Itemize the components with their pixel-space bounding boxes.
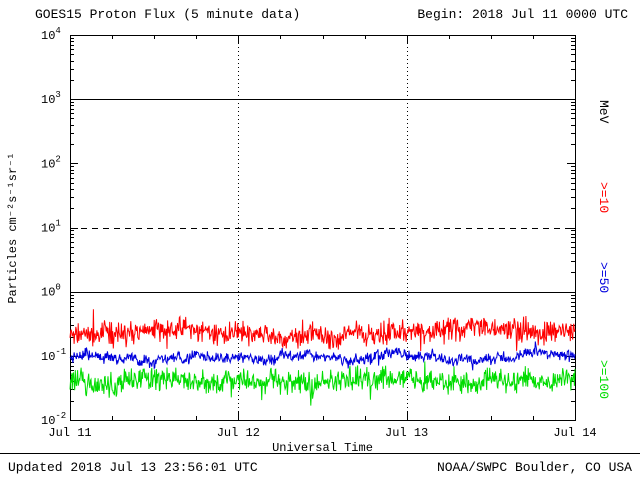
x-axis-label: Universal Time — [272, 441, 373, 455]
series-line-50 — [69, 341, 576, 371]
proton-flux-plot: 10-2 10-1 100 101 102 103 104 Jul 11 Jul 12 Jul 1… — [41, 26, 597, 440]
x-tick-label: Jul 11 — [48, 426, 91, 440]
source-attribution: NOAA/SWPC Boulder, CO USA — [436, 460, 632, 475]
y-axis-label: Particles cm⁻²s⁻¹sr⁻¹ — [6, 152, 20, 304]
legend-item-ge10: >=10 — [596, 182, 611, 214]
x-tick-label: Jul 12 — [217, 426, 260, 440]
footer-bar: Updated 2018 Jul 13 23:56:01 UTC NOAA/SW… — [0, 453, 640, 480]
begin-time-label: Begin: 2018 Jul 11 0000 UTC — [417, 7, 628, 22]
plot-frame — [70, 35, 576, 421]
y-tick-label: 10-2 — [41, 411, 66, 428]
legend-unit-label: MeV — [596, 100, 611, 124]
y-tick-label: 100 — [41, 283, 61, 300]
series-line-100 — [69, 361, 576, 406]
y-tick-label: 101 — [41, 219, 61, 236]
y-tick-label: 104 — [41, 26, 61, 43]
x-tick-label: Jul 14 — [553, 426, 596, 440]
x-tick-label: Jul 13 — [385, 426, 428, 440]
y-tick-label: 103 — [41, 90, 61, 107]
updated-timestamp: Updated 2018 Jul 13 23:56:01 UTC — [8, 460, 258, 475]
series-line-10 — [69, 309, 576, 352]
legend-item-ge50: >=50 — [596, 262, 611, 294]
legend-item-ge100: >=100 — [596, 360, 611, 400]
y-tick-label: 10-1 — [41, 347, 66, 364]
chart-title: GOES15 Proton Flux (5 minute data) — [35, 7, 301, 22]
y-tick-label: 102 — [41, 154, 61, 171]
